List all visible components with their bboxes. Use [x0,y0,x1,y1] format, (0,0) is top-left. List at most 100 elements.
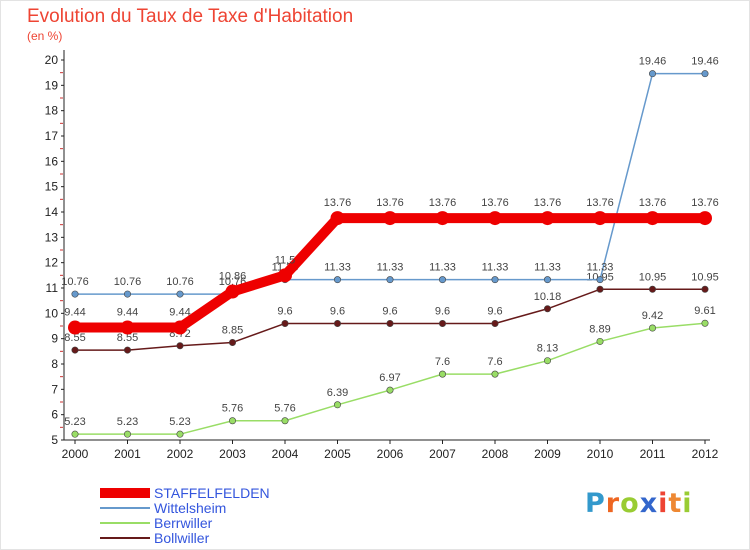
legend-item: Berrwiller [100,514,270,531]
data-label-staffelfelden: 11.5 [275,254,296,266]
y-tick-label: 7 [51,382,58,396]
data-point-bollwiller [701,285,709,293]
data-label-bollwiller: 9.6 [382,305,397,317]
logo-letter: P [585,488,606,519]
data-point-wittelsheim [596,276,604,284]
data-point-bollwiller [543,305,551,313]
data-point-wittelsheim [543,276,551,284]
logo-letter: r [605,488,621,519]
data-label-bollwiller: 10.95 [691,271,719,283]
data-label-berrwiller: 5.76 [274,403,295,415]
data-label-staffelfelden: 13.76 [534,197,562,209]
data-point-berrwiller [701,319,709,327]
x-tick-label: 2012 [692,447,719,461]
data-label-bollwiller: 8.85 [222,324,243,336]
data-label-wittelsheim: 11.33 [587,262,614,274]
data-label-berrwiller: 5.76 [222,403,243,415]
data-point-staffelfelden [330,211,345,226]
x-tick-label: 2009 [534,447,561,461]
data-point-berrwiller [438,370,446,378]
data-label-berrwiller: 5.23 [117,416,138,428]
x-tick-label: 2005 [324,447,351,461]
x-tick-label: 2007 [429,447,456,461]
data-point-staffelfelden [278,268,292,283]
proxiti-logo: Proxiti [585,488,693,519]
y-tick-label: 18 [45,104,59,118]
data-label-bollwiller: 9.6 [487,305,502,317]
data-label-berrwiller: 6.97 [379,372,400,384]
y-tick-label: 11 [46,281,59,295]
data-point-staffelfelden [540,211,555,226]
data-point-bollwiller [229,338,237,346]
data-point-wittelsheim [176,290,184,298]
legend-swatch [100,487,150,498]
data-point-bollwiller [281,319,289,327]
x-tick-label: 2003 [219,447,246,461]
data-point-staffelfelden [645,211,660,226]
data-point-bollwiller [386,319,394,327]
data-point-berrwiller [176,430,184,438]
data-label-berrwiller: 8.13 [537,343,558,355]
data-point-wittelsheim [648,70,656,78]
data-label-wittelsheim: 11.33 [534,262,561,274]
logo-letter: i [658,488,669,519]
data-label-berrwiller: 9.61 [694,305,715,317]
legend-label: Bollwiller [154,529,210,546]
legend-item: Bollwiller [100,529,270,546]
chart-subtitle: (en %) [27,29,63,43]
data-point-berrwiller [229,417,237,425]
y-tick-label: 8 [51,357,58,371]
x-tick-label: 2000 [62,447,89,461]
data-point-bollwiller [71,346,79,354]
data-point-bollwiller [333,319,341,327]
x-tick-label: 2011 [640,447,666,461]
legend-item: STAFFELFELDEN [100,484,270,501]
data-point-wittelsheim [386,276,394,284]
data-point-bollwiller [491,319,499,327]
y-tick-label: 19 [45,78,59,92]
data-label-berrwiller: 8.89 [589,323,610,335]
data-label-staffelfelden: 13.76 [586,197,614,209]
y-tick-label: 20 [45,53,59,67]
data-point-staffelfelden [68,320,82,335]
series-line-bollwiller [74,288,706,351]
data-label-bollwiller: 9.6 [435,305,450,317]
y-tick-label: 15 [45,180,59,194]
data-point-bollwiller [648,285,656,293]
data-label-berrwiller: 9.42 [642,310,663,322]
legend-swatch [100,521,150,524]
data-label-wittelsheim: 11.33 [324,262,351,274]
data-label-berrwiller: 6.39 [327,387,348,399]
logo-letter: x [639,488,659,519]
x-tick-label: 2001 [114,447,141,461]
y-tick-label: 17 [45,129,59,143]
data-label-bollwiller: 8.55 [64,332,85,344]
line-chart: 5 6 7 8 9 10 11 12 13 14 15 16 17 18 19 20 2000 2001 2002 2… [45,50,719,461]
data-label-staffelfelden: 13.76 [639,197,667,209]
legend-label: Berrwiller [154,514,213,531]
data-label-staffelfelden: 10.86 [219,271,247,283]
data-point-staffelfelden [593,211,607,226]
data-point-berrwiller [491,370,499,378]
legend-label: STAFFELFELDEN [154,484,270,501]
data-label-wittelsheim: 10.76 [114,276,142,288]
data-label-wittelsheim: 19.46 [639,56,667,68]
data-label-staffelfelden: 13.76 [324,197,352,209]
data-label-bollwiller: 8.55 [117,332,138,344]
data-label-staffelfelden: 13.76 [376,197,404,209]
y-tick-label: 12 [45,256,59,270]
x-tick-label: 2010 [587,447,614,461]
data-point-staffelfelden [173,320,187,335]
x-tick-label: 2004 [272,447,299,461]
data-point-bollwiller [438,319,446,327]
data-point-wittelsheim [491,276,499,284]
y-tick-label: 16 [45,154,59,168]
data-label-bollwiller: 10.18 [534,291,562,303]
data-point-wittelsheim [333,276,341,284]
data-point-berrwiller [281,417,289,425]
data-point-berrwiller [596,337,604,345]
data-point-staffelfelden [435,211,450,226]
data-label-staffelfelden: 9.44 [64,307,85,319]
data-label-bollwiller: 10.95 [639,271,667,283]
data-point-staffelfelden [488,211,502,226]
